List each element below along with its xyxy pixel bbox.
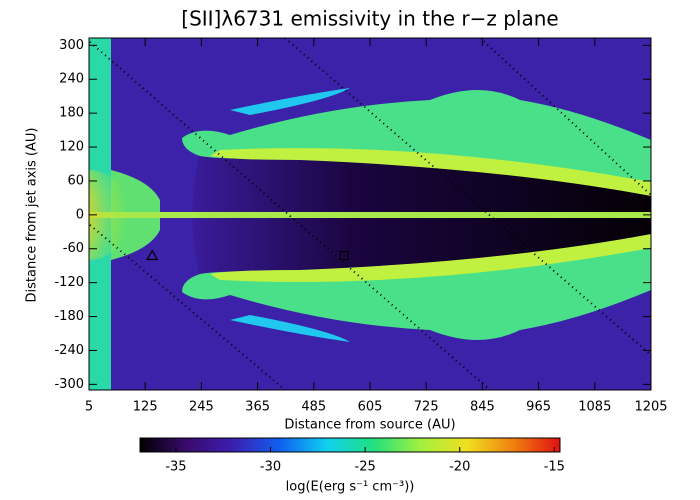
y-tick-label: 60 bbox=[67, 173, 84, 188]
colorbar-tick-label: -35 bbox=[165, 460, 186, 475]
emissivity-field bbox=[89, 38, 651, 390]
y-tick-label: 120 bbox=[59, 140, 84, 155]
chart-title: [SII]λ6731 emissivity in the r−z plane bbox=[181, 7, 558, 31]
x-tick-label: 725 bbox=[414, 400, 439, 415]
colorbar-tick-label: -30 bbox=[260, 460, 281, 475]
x-tick-label: 1205 bbox=[634, 400, 667, 415]
x-tick-label: 845 bbox=[470, 400, 495, 415]
x-tick-label: 965 bbox=[526, 400, 551, 415]
y-tick-label: 180 bbox=[59, 106, 84, 121]
x-tick-label: 245 bbox=[189, 400, 214, 415]
y-tick-label: 240 bbox=[59, 72, 84, 87]
y-tick-label: 0 bbox=[76, 207, 84, 222]
colorbar-tick-label: -15 bbox=[544, 460, 565, 475]
x-tick-label: 5 bbox=[85, 400, 93, 415]
y-tick-label: -120 bbox=[54, 275, 84, 290]
colorbar-label: log(E(erg s⁻¹ cm⁻³)) bbox=[286, 480, 415, 495]
x-tick-label: 125 bbox=[133, 400, 158, 415]
y-tick-label: 300 bbox=[59, 38, 84, 53]
y-tick-label: -180 bbox=[54, 309, 84, 324]
colorbar-tick-label: -20 bbox=[449, 460, 470, 475]
x-tick-label: 365 bbox=[245, 400, 270, 415]
y-axis-label: Distance from jet axis (AU) bbox=[25, 128, 40, 303]
y-tick-label: -240 bbox=[54, 343, 84, 358]
marker bbox=[339, 250, 349, 261]
x-axis-label: Distance from source (AU) bbox=[284, 418, 455, 433]
marker bbox=[146, 249, 159, 261]
x-tick-label: 485 bbox=[301, 400, 326, 415]
x-tick-label: 605 bbox=[358, 400, 383, 415]
colorbar-tick-label: -25 bbox=[355, 460, 376, 475]
y-tick-label: -60 bbox=[63, 241, 84, 256]
colorbar bbox=[139, 437, 561, 453]
y-tick-label: -300 bbox=[54, 377, 84, 392]
x-tick-label: 1085 bbox=[578, 400, 611, 415]
